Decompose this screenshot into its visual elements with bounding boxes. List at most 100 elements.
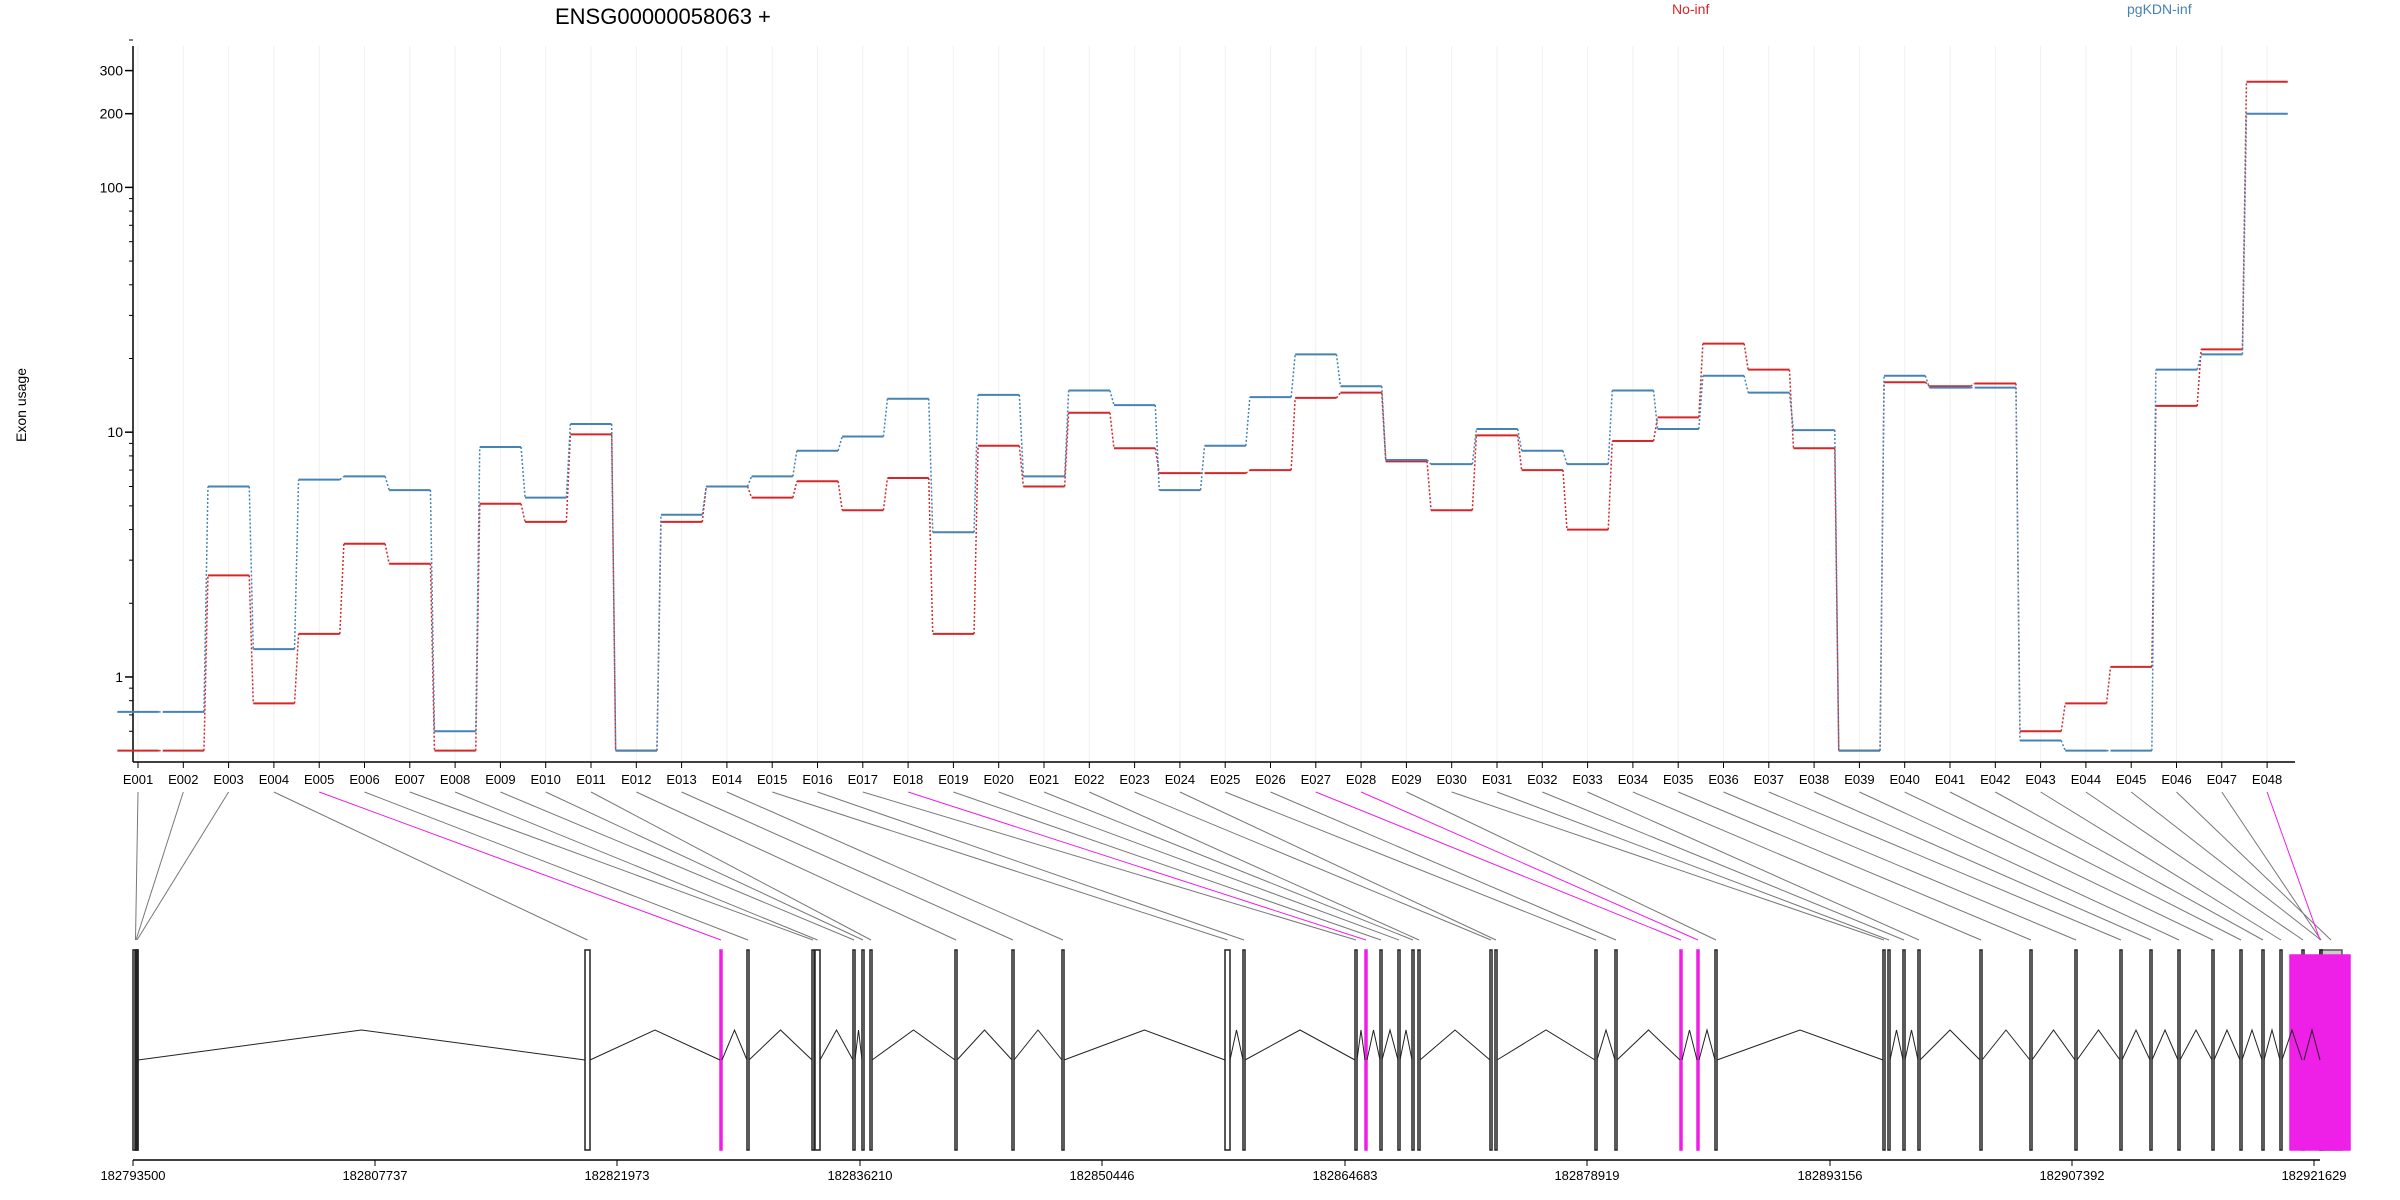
exon-box-e003	[135, 949, 139, 1151]
intron-line	[1681, 1029, 1698, 1061]
series-no-inf	[117, 80, 2288, 752]
exon-label-e005: E005	[304, 772, 334, 787]
coordinate-label: 182907392	[2039, 1168, 2104, 1183]
series-connector	[1290, 354, 1296, 398]
intron-line	[1596, 1028, 1616, 1061]
intron-line	[2213, 1028, 2241, 1061]
series-connector	[928, 398, 934, 533]
series-connector	[2241, 113, 2248, 355]
exon-box-e034	[1979, 949, 1983, 1151]
exon-box-e030	[1882, 949, 1886, 1151]
series-connector	[2105, 666, 2112, 704]
exon-box-e021	[1411, 949, 1415, 1151]
intron-line	[2241, 1028, 2263, 1061]
exon-label-e020: E020	[984, 772, 1014, 787]
series-connector	[656, 521, 662, 751]
connector-e035	[1678, 791, 2032, 941]
connector-e018	[907, 791, 1367, 941]
connector-e041	[1949, 791, 2242, 941]
series-connector	[475, 446, 481, 732]
exon-label-e048: E048	[2252, 772, 2282, 787]
series-connector	[610, 434, 617, 751]
intron-line	[1981, 1029, 2031, 1061]
intron-line	[2303, 1028, 2321, 1061]
series-connector	[610, 423, 617, 751]
series-connector	[1063, 412, 1070, 487]
legend-entry-pgkdn-inf: pgKDN-inf	[2127, 1, 2192, 17]
intron-line	[1366, 1029, 1381, 1061]
exon-label-e044: E044	[2071, 772, 2101, 787]
series-connector	[973, 445, 979, 634]
exon-label-e036: E036	[1708, 772, 1738, 787]
series-connector	[792, 450, 798, 477]
series-connector	[1834, 430, 1840, 751]
exon-box-e014	[1061, 949, 1065, 1151]
intron-line	[819, 1028, 854, 1061]
connector-e017	[862, 791, 1357, 941]
exon-box-e004	[584, 949, 591, 1151]
y-tick-label: 300	[100, 63, 124, 79]
series-connector	[973, 394, 979, 533]
intron-line	[1616, 1029, 1681, 1061]
connector-e042	[1995, 791, 2264, 941]
y-tick-label: 200	[100, 106, 124, 122]
intron-line	[2179, 1028, 2213, 1061]
exon-label-e008: E008	[440, 772, 470, 787]
series-connector	[656, 514, 662, 751]
series-connector	[1743, 343, 1749, 370]
exon-box-e020	[1397, 949, 1401, 1151]
exon-label-e033: E033	[1572, 772, 1602, 787]
exon-box-e018	[1364, 949, 1368, 1151]
exon-label-e045: E045	[2116, 772, 2146, 787]
series-connector	[248, 575, 254, 704]
exon-label-e009: E009	[485, 772, 515, 787]
exon-label-e002: E002	[168, 772, 198, 787]
series-connector	[1471, 435, 1478, 511]
connector-e039	[1859, 791, 2180, 941]
coordinate-label: 182807737	[342, 1168, 407, 1183]
exon-box-e013	[1011, 949, 1015, 1151]
exon-label-e030: E030	[1437, 772, 1467, 787]
intron-line	[854, 1029, 863, 1061]
series-connector	[565, 434, 572, 522]
exon-box-e036	[2074, 949, 2078, 1151]
exon-label-e003: E003	[213, 772, 243, 787]
exon-label-e025: E025	[1210, 772, 1240, 787]
series-connector	[1698, 375, 1704, 430]
series-connector	[1879, 375, 1885, 751]
connector-e032	[1542, 791, 1905, 941]
connector-e034	[1632, 791, 1982, 941]
connector-e024	[1179, 791, 1497, 941]
exon-label-e010: E010	[531, 772, 561, 787]
exon-label-e018: E018	[893, 772, 923, 787]
exon-label-e046: E046	[2161, 772, 2191, 787]
connector-e012	[636, 791, 957, 941]
intron-line	[1419, 1029, 1491, 1061]
grid-lines	[137, 46, 2268, 762]
y-axis-label: Exon usage	[13, 368, 29, 442]
connector-e001	[135, 791, 139, 941]
series-connector	[1381, 386, 1387, 461]
exon-label-e015: E015	[757, 772, 787, 787]
series-connector	[1562, 470, 1568, 530]
series-connector	[1381, 392, 1387, 462]
series-connector	[701, 486, 707, 522]
series-connector	[384, 543, 390, 564]
series-connector	[203, 575, 209, 751]
series-connector	[565, 423, 572, 498]
connector-e038	[1813, 791, 2152, 941]
series-connector	[520, 446, 526, 498]
exon-label-e004: E004	[259, 772, 289, 787]
exon-label-e013: E013	[666, 772, 696, 787]
exon-label-e029: E029	[1391, 772, 1421, 787]
connector-e040	[1904, 791, 2214, 941]
series-connector	[1970, 382, 1976, 387]
connector-e030	[1451, 791, 1885, 941]
exon-box-e040	[2211, 949, 2215, 1151]
coordinate-label: 182793500	[100, 1168, 165, 1183]
exon-box-e023	[1489, 949, 1493, 1151]
coordinate-label: 182878919	[1554, 1168, 1619, 1183]
exon-box-e008	[814, 949, 821, 1151]
series-connector	[1426, 461, 1432, 511]
connector-e021	[1043, 791, 1414, 941]
